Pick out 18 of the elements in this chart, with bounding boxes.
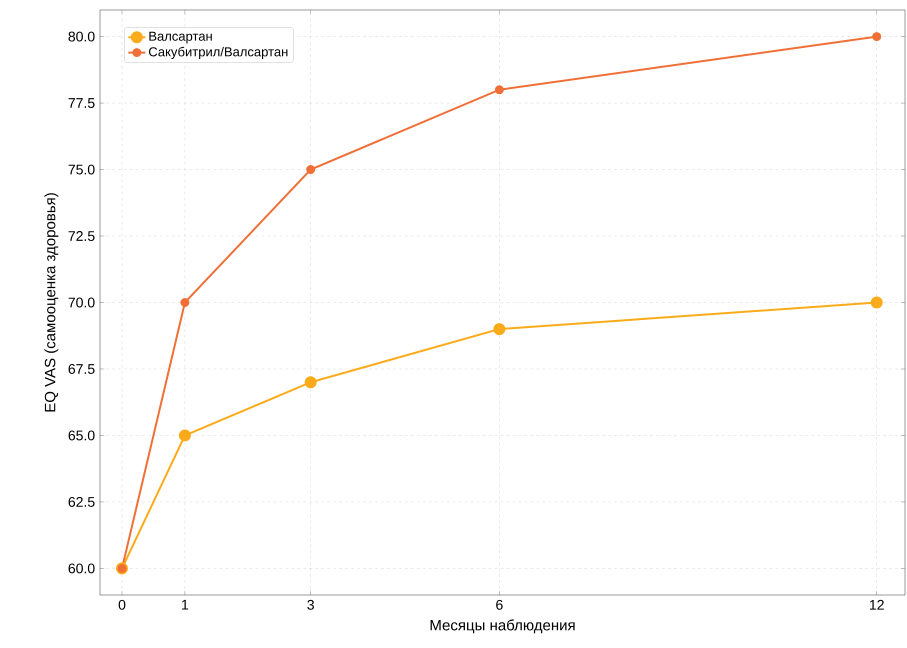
y-tick-label: 65.0	[68, 430, 95, 440]
y-axis-title: EQ VAS (самооценка здоровья)	[44, 193, 58, 412]
y-tick-label: 70.0	[68, 298, 95, 308]
y-tick-label: 77.5	[68, 98, 95, 108]
y-tick-label: 72.5	[68, 231, 95, 241]
x-tick-label: 12	[870, 600, 884, 610]
x-axis-title: Месяцы наблюдения	[430, 619, 575, 634]
x-tick-label: 3	[307, 600, 314, 610]
legend-label: Сакубитрил/Валсартан	[148, 46, 288, 59]
y-tick-label: 62.5	[68, 496, 95, 507]
x-tick-label: 0	[118, 600, 126, 610]
y-tick-label: 60.0	[68, 563, 95, 574]
x-tick-label: 6	[496, 600, 503, 610]
y-tick-label: 75.0	[68, 164, 95, 174]
y-tick-label: 80.0	[68, 32, 95, 42]
legend-label: Валсартан	[149, 32, 212, 44]
x-tick-label: 1	[182, 600, 188, 610]
y-tick-label: 67.5	[68, 364, 95, 374]
